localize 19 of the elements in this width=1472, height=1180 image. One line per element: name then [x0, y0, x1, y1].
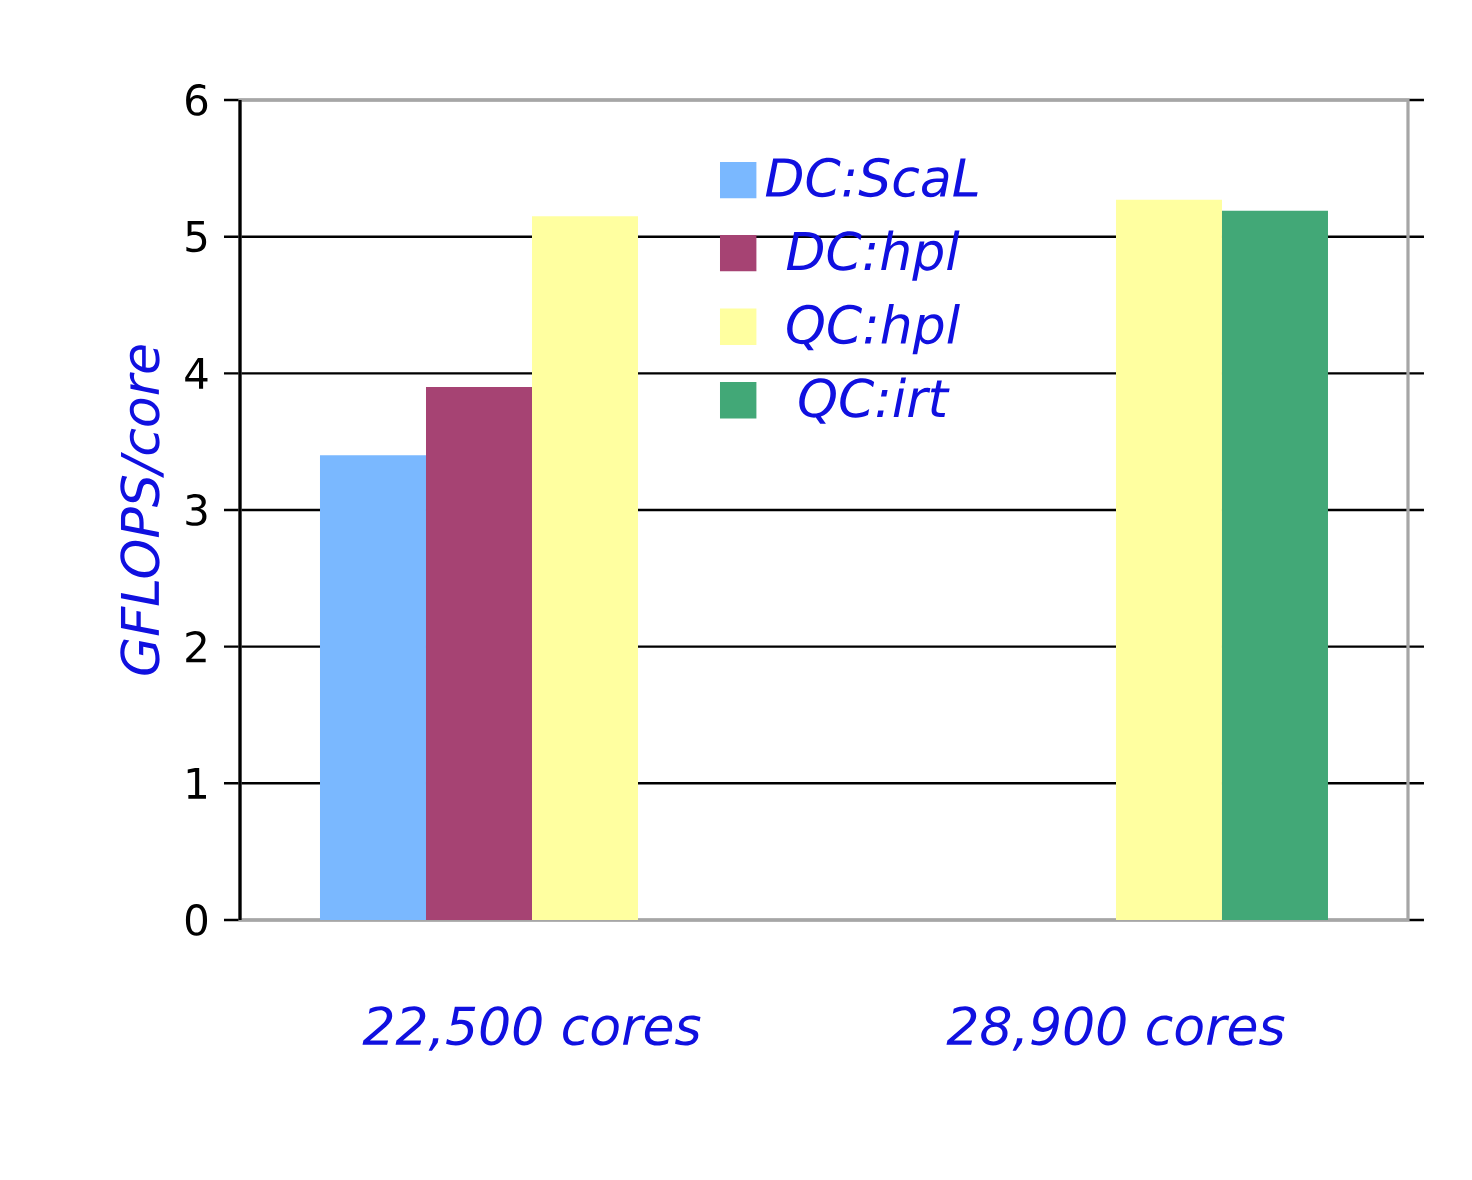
bar	[319, 455, 426, 920]
bar	[425, 387, 532, 920]
y-tick-label: 2	[186, 631, 206, 663]
legend-label: QC:irt	[799, 377, 950, 424]
y-tick-label: 3	[186, 494, 207, 526]
bar	[1221, 210, 1328, 920]
bar	[1116, 199, 1222, 920]
y-tick-label: 0	[185, 904, 208, 936]
y-tick-label: 6	[186, 84, 208, 116]
legend-label: DC:ScaL	[765, 157, 978, 198]
y-axis-title: GFLOPS/core	[120, 345, 164, 675]
x-tick-label: 28,900 cores	[946, 1006, 1285, 1051]
legend-label: DC:hpl	[786, 230, 960, 281]
legend-label: QC:hpl	[787, 303, 960, 355]
x-tick-label: 22,500 cores	[362, 1006, 701, 1051]
bar	[532, 216, 638, 920]
y-tick-label: 1	[187, 768, 206, 799]
y-tick-label: 5	[186, 221, 207, 253]
y-tick-label: 4	[185, 358, 208, 389]
